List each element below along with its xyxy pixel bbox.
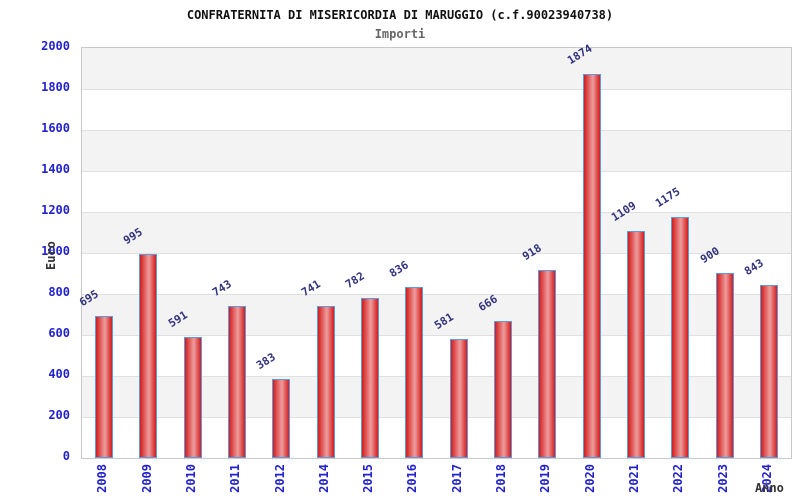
bar-2015 xyxy=(361,298,379,458)
gridline xyxy=(82,171,791,172)
bar-2009 xyxy=(139,254,157,458)
x-tick-label: 2010 xyxy=(183,464,198,493)
x-tick-label: 2009 xyxy=(139,464,154,493)
y-tick-label: 2000 xyxy=(41,39,70,53)
x-axis-title: Anno xyxy=(755,481,784,495)
gridline xyxy=(82,253,791,254)
x-tick-label: 2011 xyxy=(228,464,243,493)
y-tick-label: 1600 xyxy=(41,121,70,135)
gridline xyxy=(82,130,791,131)
bar-2010 xyxy=(184,337,202,458)
gridline xyxy=(82,212,791,213)
bar-2021 xyxy=(627,231,645,458)
bar-2016 xyxy=(405,287,423,458)
bar-2019 xyxy=(538,270,556,458)
y-tick-label: 1000 xyxy=(41,244,70,258)
y-tick-label: 1200 xyxy=(41,203,70,217)
bar-2014 xyxy=(317,306,335,458)
plot-band xyxy=(82,48,791,89)
gridline xyxy=(82,417,791,418)
gridline xyxy=(82,89,791,90)
y-tick-label: 200 xyxy=(48,408,70,422)
chart-title: CONFRATERNITA DI MISERICORDIA DI MARUGGI… xyxy=(186,8,614,22)
bar-2012 xyxy=(272,379,290,458)
y-tick-label: 1400 xyxy=(41,162,70,176)
bar-2020 xyxy=(583,74,601,458)
plot-area xyxy=(81,47,792,459)
bar-2024 xyxy=(760,285,778,458)
x-tick-label: 2018 xyxy=(493,464,508,493)
x-tick-label: 2012 xyxy=(272,464,287,493)
x-tick-label: 2008 xyxy=(95,464,110,493)
x-tick-label: 2017 xyxy=(449,464,464,493)
plot-band xyxy=(82,130,791,171)
chart-subtitle: Importi xyxy=(374,27,426,41)
x-tick-label: 2022 xyxy=(671,464,686,493)
gridline xyxy=(82,335,791,336)
bar-2011 xyxy=(228,306,246,458)
x-tick-label: 2015 xyxy=(361,464,376,493)
x-tick-label: 2021 xyxy=(626,464,641,493)
y-tick-label: 800 xyxy=(48,285,70,299)
bar-2008 xyxy=(95,316,113,458)
y-axis-title: Euro xyxy=(44,241,58,270)
bar-2022 xyxy=(671,217,689,458)
x-tick-label: 2014 xyxy=(316,464,331,493)
gridline xyxy=(82,294,791,295)
gridline xyxy=(82,376,791,377)
x-tick-label: 2023 xyxy=(715,464,730,493)
bar-2018 xyxy=(494,321,512,458)
y-tick-label: 1800 xyxy=(41,80,70,94)
y-tick-label: 400 xyxy=(48,367,70,381)
x-tick-label: 2016 xyxy=(405,464,420,493)
y-tick-label: 0 xyxy=(62,449,70,463)
x-tick-label: 2020 xyxy=(582,464,597,493)
y-tick-label: 600 xyxy=(48,326,70,340)
bar-2017 xyxy=(450,339,468,458)
bar-2023 xyxy=(716,273,734,458)
x-tick-label: 2019 xyxy=(538,464,553,493)
